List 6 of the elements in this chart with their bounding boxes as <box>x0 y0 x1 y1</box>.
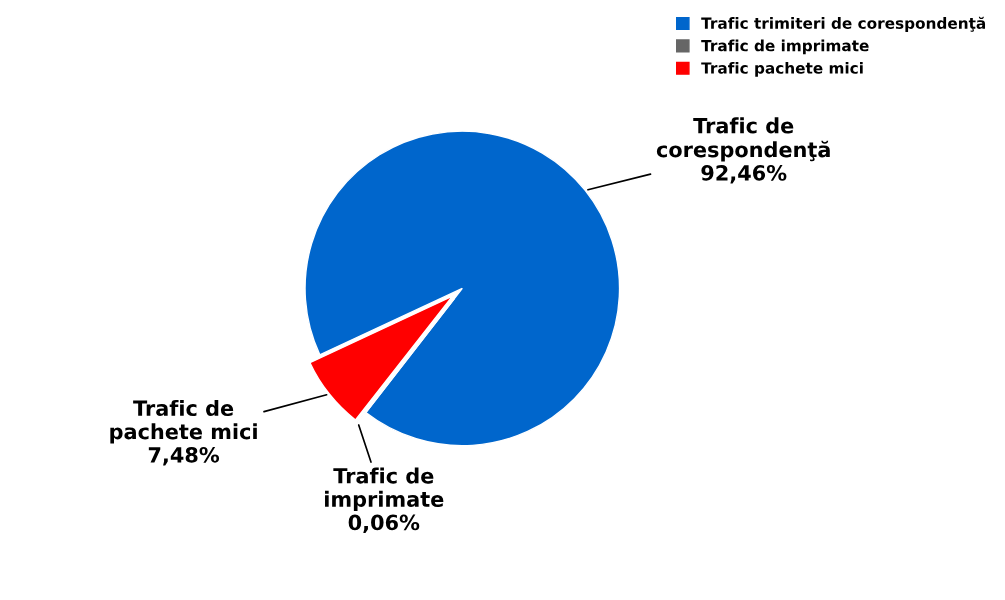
legend-label: Trafic de imprimate <box>701 39 869 55</box>
data-label: Trafic de pachete mici 7,48% <box>110 399 257 466</box>
data-label: Trafic de corespondenţă 92,46% <box>656 117 830 184</box>
legend-label: Trafic trimiteri de corespondenţă <box>701 16 986 32</box>
legend-label: Trafic pachete mici <box>701 61 863 77</box>
data-label: Trafic de imprimate 0,06% <box>325 467 444 533</box>
